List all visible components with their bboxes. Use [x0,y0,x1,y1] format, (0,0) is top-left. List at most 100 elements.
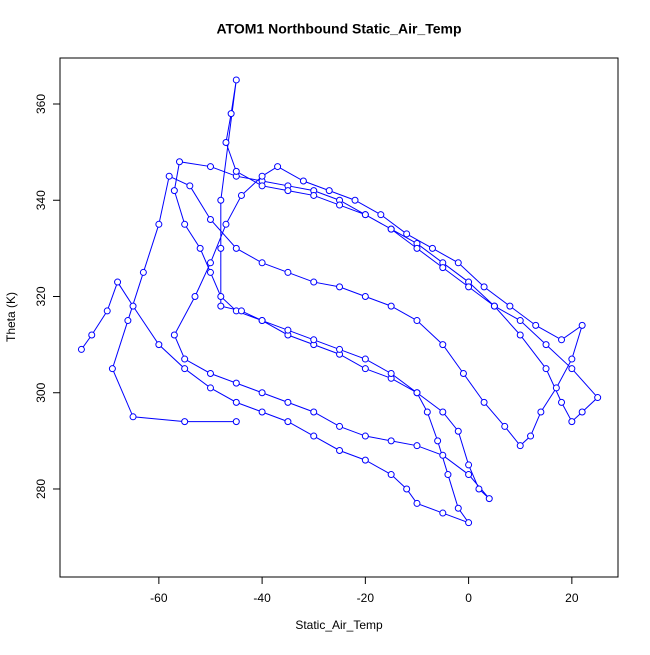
data-point [186,182,194,190]
data-point [232,167,240,175]
data-point [516,317,524,325]
data-point [485,495,493,503]
series-line [81,79,599,524]
data-point [501,422,509,430]
data-point [439,408,447,416]
data-point [181,365,189,373]
data-point [232,418,240,426]
data-point [284,268,292,276]
data-point [284,326,292,334]
data-point [336,345,344,353]
data-point [480,283,488,291]
data-point [77,345,85,353]
data-point [299,177,307,185]
data-point [232,379,240,387]
data-point [542,365,550,373]
data-point [181,355,189,363]
data-point [516,331,524,339]
data-point [428,244,436,252]
data-point [439,341,447,349]
data-point [237,307,245,315]
y-tick-label: 300 [34,382,48,402]
data-point [206,384,214,392]
data-point [413,389,421,397]
data-point [310,408,318,416]
data-point [222,139,230,147]
data-point [377,211,385,219]
data-point [568,355,576,363]
data-point [129,302,137,310]
data-point [558,336,566,344]
data-point [181,418,189,426]
data-point [459,369,467,377]
data-point [387,225,395,233]
data-point [129,413,137,421]
data-point [475,485,483,493]
data-point [465,283,473,291]
data-point [206,215,214,223]
data-point [594,394,602,402]
data-point [439,509,447,517]
data-point [542,341,550,349]
data-point [217,292,225,300]
data-point [465,461,473,469]
data-point [361,365,369,373]
data-point [454,504,462,512]
data-point [181,220,189,228]
plot-frame [59,57,619,578]
data-point [232,244,240,252]
data-point [336,446,344,454]
data-point [413,499,421,507]
data-point [434,437,442,445]
data-point [387,369,395,377]
chart-title: ATOM1 Northbound Static_Air_Temp [216,21,461,37]
data-point [232,398,240,406]
data-point [206,369,214,377]
data-point [454,259,462,267]
x-tick-label: -20 [357,591,375,605]
data-point [439,264,447,272]
data-point [413,244,421,252]
data-point [465,471,473,479]
data-point [284,398,292,406]
x-tick-label: 0 [465,591,472,605]
data-point [258,259,266,267]
data-point [361,292,369,300]
data-point [170,331,178,339]
data-point [516,442,524,450]
data-point [480,398,488,406]
x-tick-label: -40 [253,591,271,605]
data-point [227,110,235,118]
data-point [176,158,184,166]
data-point [170,187,178,195]
data-point [444,471,452,479]
y-axis-label: Theta (K) [4,292,18,342]
data-point [217,302,225,310]
data-point [336,201,344,209]
data-point [310,278,318,286]
data-point [578,408,586,416]
data-point [387,437,395,445]
y-tick-label: 320 [34,286,48,306]
data-point [454,427,462,435]
data-point [413,317,421,325]
data-point [310,432,318,440]
data-point [439,451,447,459]
data-point [361,355,369,363]
data-point [258,408,266,416]
data-point [413,442,421,450]
data-point [552,384,560,392]
data-point [465,519,473,527]
data-point [361,211,369,219]
data-point [351,196,359,204]
data-point [196,244,204,252]
y-tick-label: 280 [34,479,48,499]
y-tick-label: 360 [34,94,48,114]
data-point [232,76,240,84]
data-point [206,163,214,171]
data-point [532,321,540,329]
data-point [403,230,411,238]
data-point [217,196,225,204]
data-point [103,307,111,315]
